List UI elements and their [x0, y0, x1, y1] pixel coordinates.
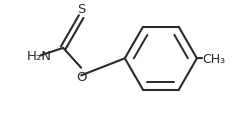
Text: CH₃: CH₃	[203, 52, 226, 65]
Text: S: S	[77, 3, 85, 16]
Text: O: O	[76, 70, 87, 83]
Text: H₂N: H₂N	[27, 49, 52, 62]
